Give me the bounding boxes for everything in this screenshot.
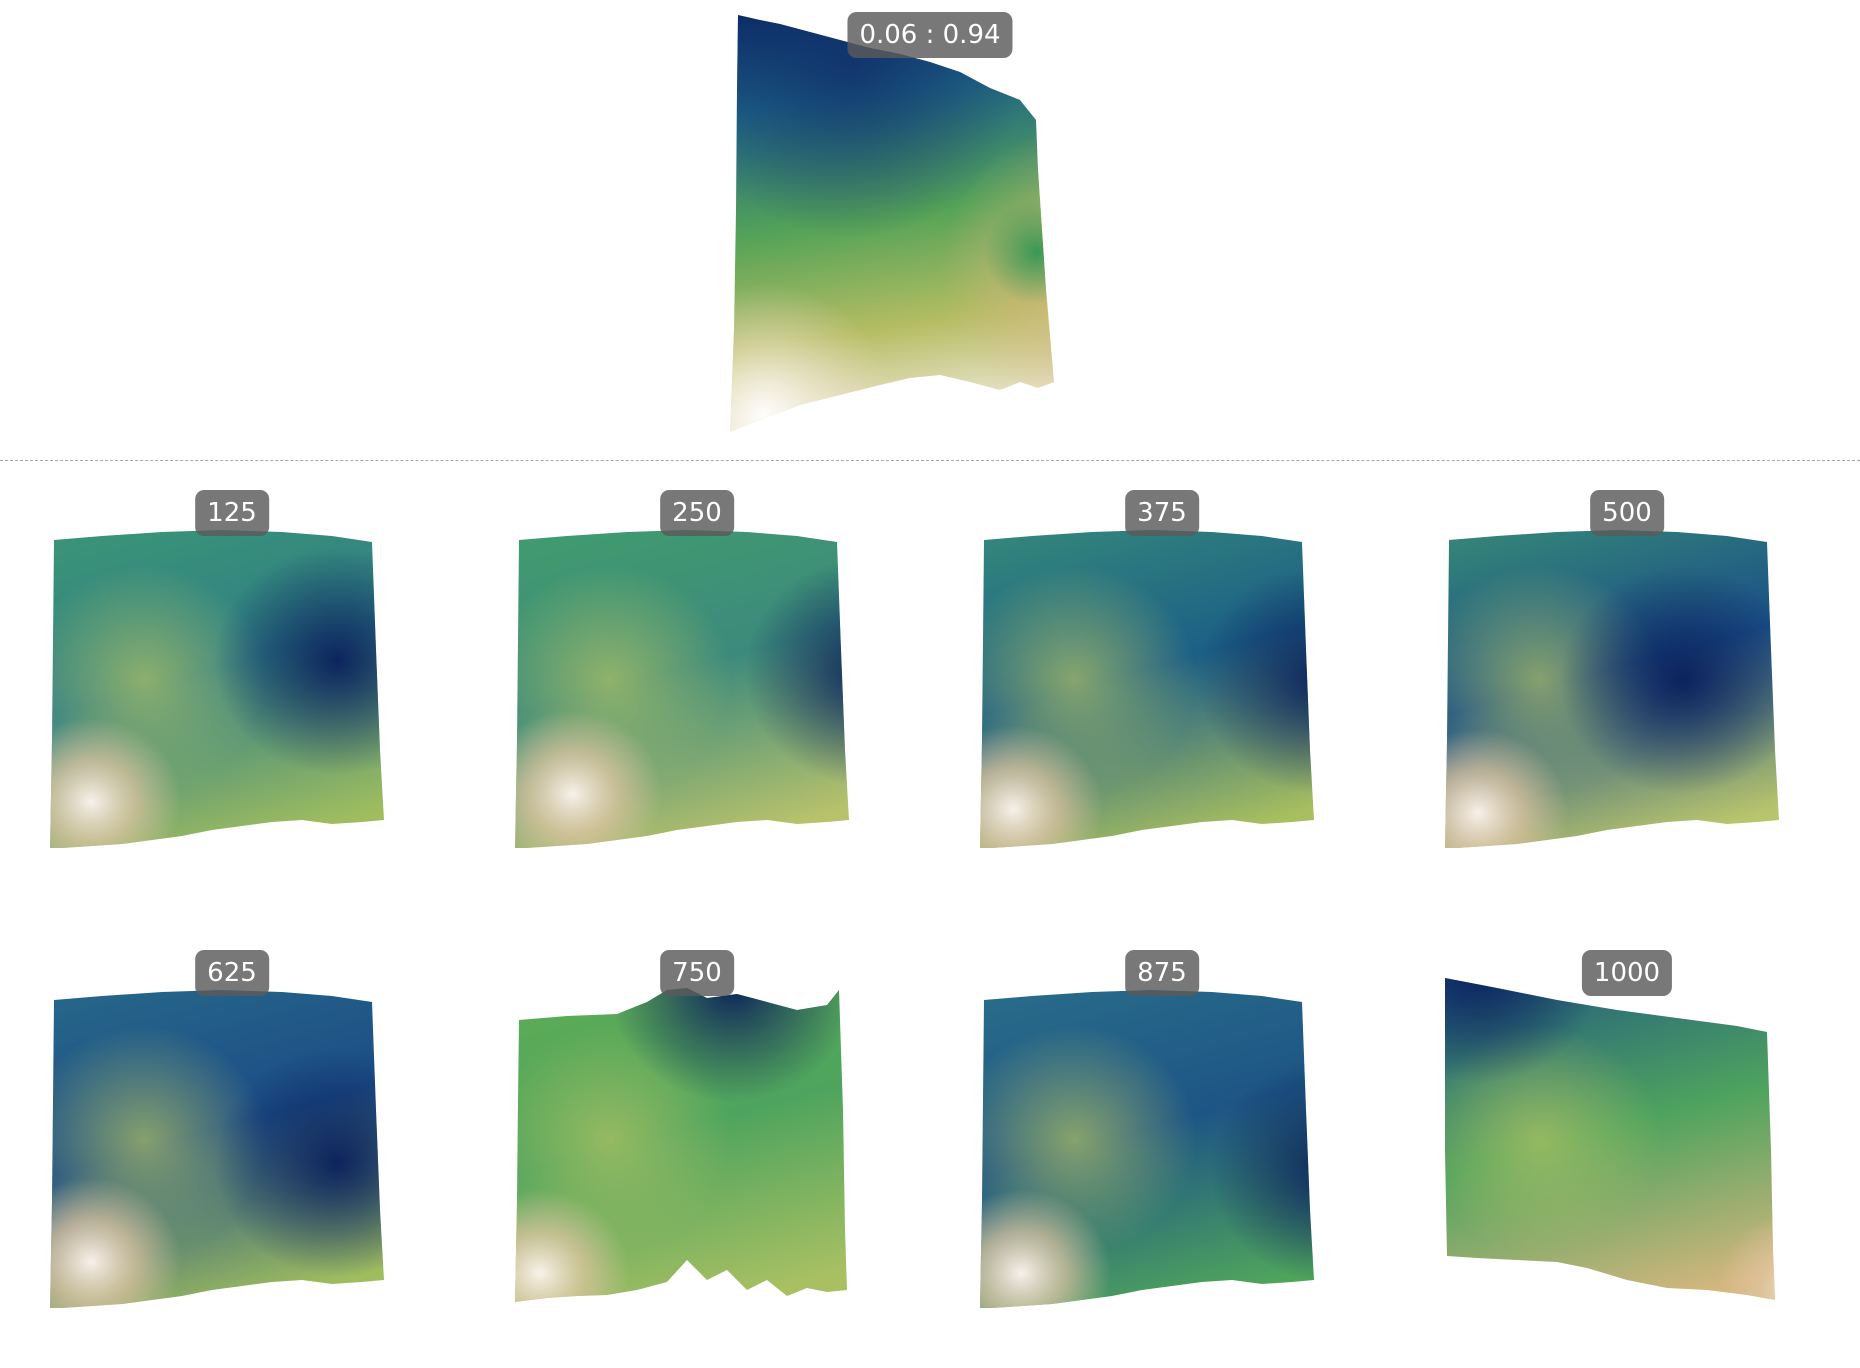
terrain-panel-750: 750 (507, 950, 917, 1330)
terrain-panel-500: 500 (1437, 490, 1847, 870)
terrain-surface-250 (515, 530, 849, 848)
terrain-surface-1000 (1445, 978, 1775, 1300)
step-label-250: 250 (660, 490, 734, 536)
step-label-375: 375 (1125, 490, 1199, 536)
terrain-surface-625 (50, 990, 384, 1308)
step-label-1000: 1000 (1581, 950, 1673, 996)
step-label-875: 875 (1125, 950, 1199, 996)
terrain-surface-875 (980, 990, 1314, 1308)
step-label-500: 500 (1590, 490, 1664, 536)
terrain-panel-875: 875 (972, 950, 1382, 1330)
terrain-panel-1000: 1000 (1437, 950, 1847, 1330)
step-label-750: 750 (660, 950, 734, 996)
step-label-625: 625 (195, 950, 269, 996)
hero-terrain-surface (730, 15, 1054, 432)
section-divider (0, 460, 1860, 461)
hero-terrain-panel: 0.06 : 0.94 (720, 10, 1160, 450)
terrain-panel-375: 375 (972, 490, 1382, 870)
terrain-panel-125: 125 (42, 490, 452, 870)
terrain-panel-250: 250 (507, 490, 917, 870)
terrain-surface-750 (515, 988, 847, 1302)
terrain-surface-500 (1445, 530, 1779, 848)
terrain-surface-375 (980, 530, 1314, 848)
terrain-panel-625: 625 (42, 950, 452, 1330)
terrain-surface-125 (50, 530, 384, 848)
step-label-125: 125 (195, 490, 269, 536)
hero-ratio-label: 0.06 : 0.94 (847, 12, 1013, 58)
